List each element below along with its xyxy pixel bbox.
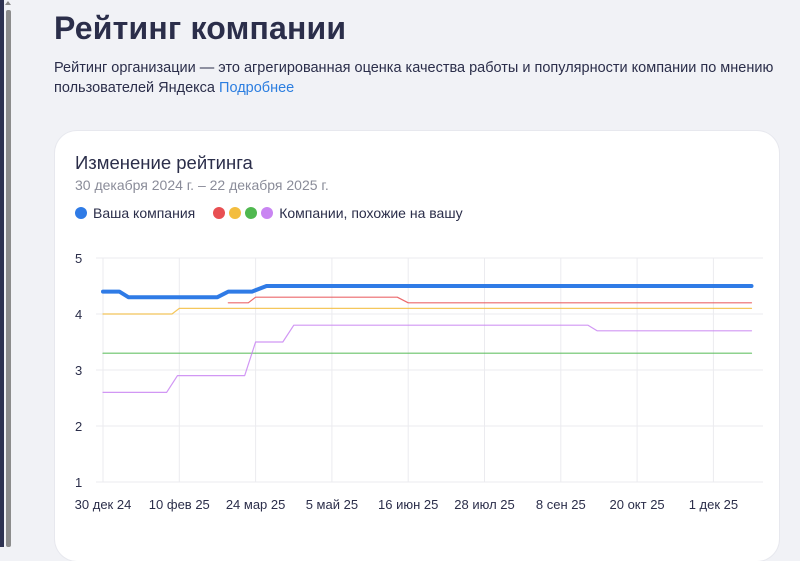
legend-label: Ваша компания xyxy=(93,205,196,221)
series-line[interactable] xyxy=(102,307,753,315)
legend-dot-icon xyxy=(213,207,226,219)
scrollbar-thumb[interactable] xyxy=(6,10,11,547)
x-axis-tick: 5 май 25 xyxy=(306,497,358,512)
scroll-up-arrow-icon[interactable] xyxy=(5,1,11,5)
window-edge xyxy=(0,0,4,547)
chart-legend: Ваша компания Компании, похожие на вашу xyxy=(75,204,463,222)
y-axis-tick: 4 xyxy=(75,307,82,322)
legend-dot-icon xyxy=(75,207,87,219)
legend-your-company[interactable]: Ваша компания xyxy=(75,205,195,221)
legend-dot-icon xyxy=(245,207,258,219)
more-link[interactable]: Подробнее xyxy=(219,80,295,96)
date-range: 30 декабря 2024 г. – 22 декабря 2025 г. xyxy=(75,177,329,193)
y-axis-tick: 3 xyxy=(75,363,82,378)
series-line[interactable] xyxy=(227,296,753,304)
legend-dot-icon xyxy=(229,207,242,219)
page-description: Рейтинг организации — это агрегированная… xyxy=(54,58,774,98)
y-axis-tick: 2 xyxy=(75,419,82,434)
card-title: Изменение рейтинга xyxy=(75,152,253,173)
series-line[interactable] xyxy=(102,324,753,393)
rating-line-chart[interactable]: 5 4 3 2 1 30 дек 24 10 фев 25 24 мар 25 5 май 25… xyxy=(55,131,779,561)
legend-dot-icon xyxy=(261,207,274,219)
description-text: Рейтинг организации — это агрегированная… xyxy=(54,60,774,96)
x-axis-tick: 1 дек 25 xyxy=(689,497,738,512)
x-axis-tick: 8 сен 25 xyxy=(536,497,586,512)
legend-dots xyxy=(213,207,274,219)
rating-change-card: 5 4 3 2 1 30 дек 24 10 фев 25 24 мар 25 5 май 25… xyxy=(55,131,779,561)
chart-grid xyxy=(96,257,763,483)
vertical-scrollbar[interactable] xyxy=(4,0,13,547)
legend-similar-companies[interactable]: Компании, похожие на вашу xyxy=(195,205,463,221)
x-axis-tick: 30 дек 24 xyxy=(75,497,132,512)
x-axis-tick: 28 июл 25 xyxy=(454,497,514,512)
legend-label: Компании, похожие на вашу xyxy=(279,205,463,221)
y-axis-tick: 1 xyxy=(75,475,82,490)
page-title: Рейтинг компании xyxy=(54,10,347,46)
x-axis-tick: 16 июн 25 xyxy=(378,497,438,512)
series-line[interactable] xyxy=(101,284,754,300)
x-axis-tick: 10 фев 25 xyxy=(149,497,210,512)
x-axis-tick: 20 окт 25 xyxy=(610,497,665,512)
x-axis-tick: 24 мар 25 xyxy=(226,497,286,512)
y-axis-tick: 5 xyxy=(75,251,82,266)
